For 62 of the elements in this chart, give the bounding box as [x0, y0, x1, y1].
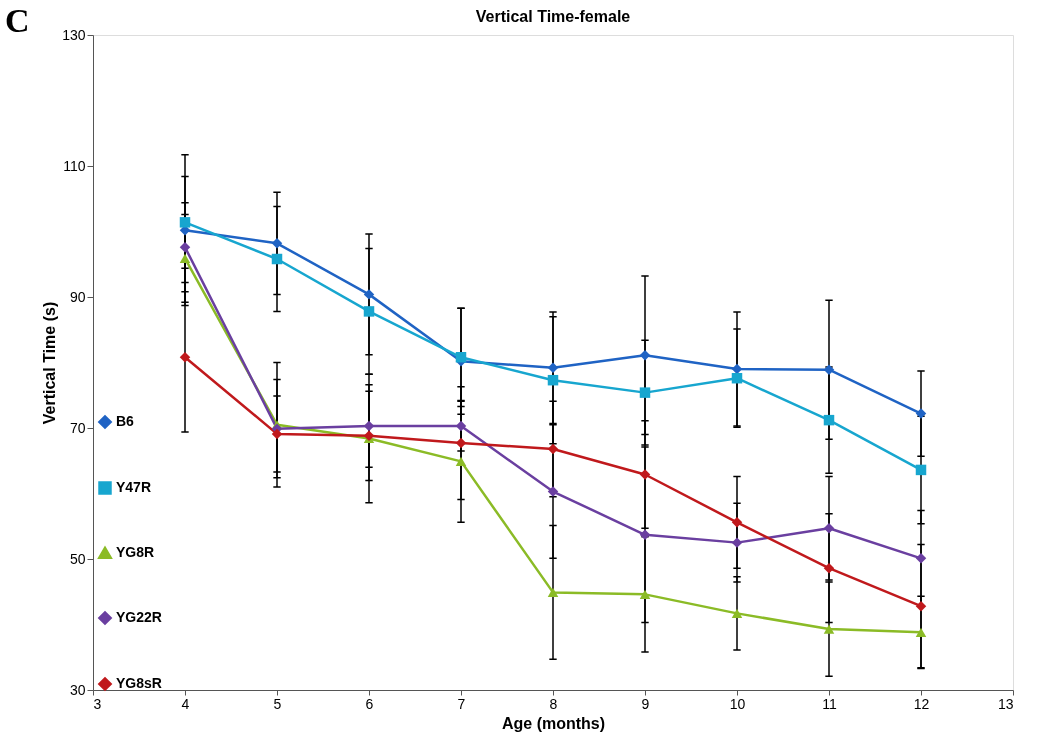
y-tick-label: 90	[69, 288, 86, 305]
x-tick-label: 3	[93, 695, 102, 712]
point	[271, 253, 283, 265]
legend-label: Y47R	[116, 479, 152, 495]
point	[823, 414, 835, 426]
point	[639, 350, 651, 361]
legend-label: B6	[116, 413, 135, 429]
point	[915, 600, 927, 612]
point	[915, 408, 927, 419]
chart-title: Vertical Time-female	[475, 8, 631, 25]
x-tick-label: 5	[273, 695, 282, 712]
legend-label: YG22R	[116, 609, 162, 625]
x-tick-label: 11	[822, 695, 837, 712]
point	[179, 352, 191, 363]
point	[547, 443, 559, 455]
point	[455, 352, 467, 363]
point	[179, 253, 191, 263]
x-tick-label: 8	[549, 695, 558, 712]
point	[179, 217, 191, 228]
point	[731, 372, 743, 384]
point	[915, 627, 927, 637]
point	[271, 238, 283, 249]
point	[639, 469, 651, 480]
y-tick-label: 110	[63, 157, 86, 174]
point	[823, 364, 835, 375]
text: C	[5, 2, 30, 39]
point	[823, 624, 835, 634]
x-tick-label: 6	[365, 695, 374, 712]
point	[639, 589, 651, 599]
x-tick-label: 7	[457, 695, 466, 712]
point	[547, 486, 559, 497]
x-tick-label: 12	[913, 695, 930, 712]
point	[639, 529, 651, 541]
point	[915, 553, 927, 564]
point	[455, 437, 467, 449]
point	[639, 387, 651, 398]
point	[271, 428, 283, 440]
y-tick-label: 130	[62, 26, 86, 43]
x-tick-label: 9	[641, 695, 650, 712]
y-tick-label: 50	[69, 550, 86, 567]
y-tick-label: 30	[69, 681, 86, 698]
point	[363, 289, 375, 300]
point	[547, 362, 559, 373]
point	[363, 306, 375, 317]
point	[731, 517, 743, 528]
point	[179, 241, 191, 253]
x-tick-label: 10	[729, 695, 746, 712]
x-tick-label: 4	[181, 695, 190, 712]
y-tick-label: 70	[69, 419, 86, 436]
x-tick-label: 13	[997, 695, 1014, 712]
point	[823, 562, 835, 574]
point	[915, 464, 927, 476]
x-axis-title: Age (months)	[501, 714, 606, 732]
legend-label: YG8R	[116, 544, 155, 560]
legend-label: YG8sR	[116, 675, 162, 691]
point	[547, 587, 559, 597]
point	[731, 537, 743, 548]
point	[823, 522, 835, 534]
point	[455, 456, 467, 466]
point	[547, 374, 559, 386]
y-axis-title: Vertical Time (s)	[41, 301, 59, 425]
point	[731, 608, 743, 618]
